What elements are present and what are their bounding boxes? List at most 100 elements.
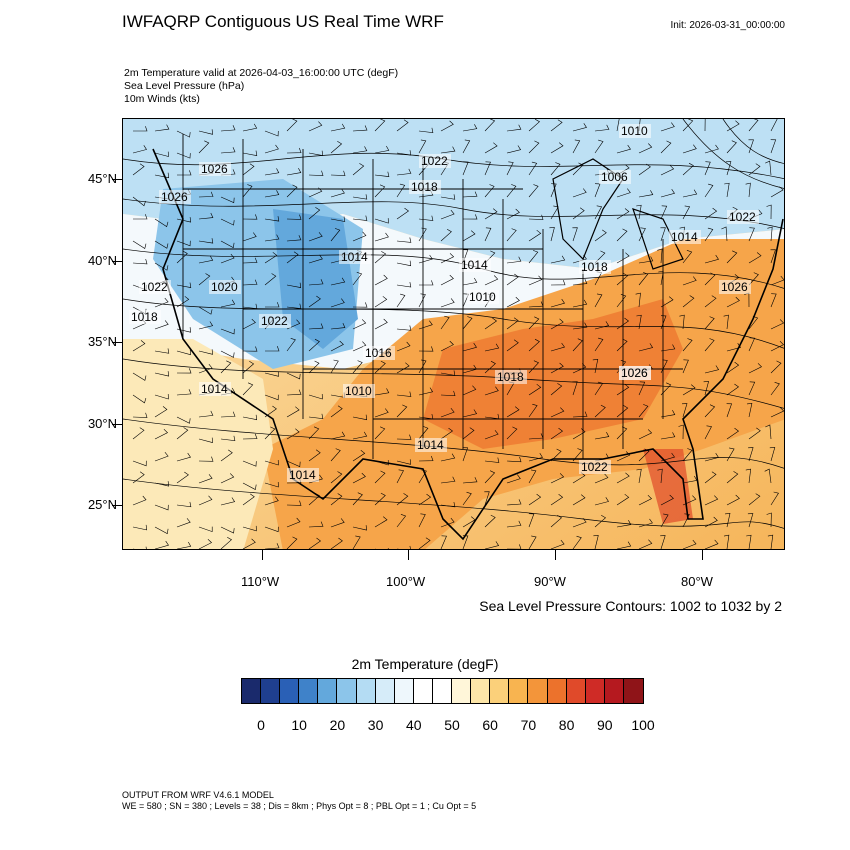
- wind-barb: [176, 240, 191, 247]
- wind-barb: [484, 119, 496, 132]
- wind-barb: [440, 535, 447, 549]
- pressure-label-bg: [619, 366, 651, 380]
- wind-barb: [550, 255, 566, 264]
- wind-barb: [242, 318, 256, 330]
- wind-barb: [770, 139, 777, 154]
- wind-barb: [594, 205, 603, 220]
- wind-barb: [132, 394, 147, 404]
- wind-barb: [396, 514, 407, 528]
- wind-barb: [198, 255, 214, 264]
- colorbar-swatch: [471, 679, 491, 703]
- pressure-label: 1022: [729, 210, 756, 224]
- wind-barb: [745, 468, 752, 484]
- wind-barb: [724, 182, 730, 198]
- pressure-label-bg: [669, 230, 701, 244]
- wind-barb: [748, 119, 759, 132]
- colorbar-label: 40: [406, 717, 422, 733]
- wind-barb: [660, 359, 668, 374]
- wind-barb: [528, 250, 539, 264]
- wind-barb: [286, 460, 301, 468]
- pressure-label: 1010: [345, 384, 372, 398]
- wind-barb: [660, 165, 675, 176]
- pressure-label-bg: [129, 310, 161, 324]
- wind-barb: [704, 453, 719, 462]
- wind-barb: [396, 493, 409, 506]
- wind-barb: [264, 481, 279, 488]
- wind-barb: [572, 428, 586, 440]
- pressure-label-bg: [259, 314, 291, 328]
- wind-barb: [198, 474, 213, 484]
- wind-barb: [396, 293, 406, 308]
- wind-barb: [330, 298, 345, 308]
- wind-barb: [682, 144, 697, 154]
- wind-barb: [264, 144, 279, 154]
- wind-barb: [198, 140, 210, 154]
- wind-barb: [198, 495, 213, 506]
- hot-region-southeast: [423, 299, 683, 449]
- wind-barb: [154, 481, 170, 487]
- wind-barb: [528, 338, 540, 352]
- wind-barb: [682, 384, 696, 396]
- wind-barb: [132, 214, 148, 220]
- wind-barb: [264, 130, 279, 137]
- wind-barb: [308, 170, 324, 176]
- wind-barb: [330, 518, 345, 528]
- wind-barb: [374, 218, 389, 224]
- wind-barb: [528, 403, 538, 418]
- wind-barb: [746, 402, 753, 418]
- wind-barb: [638, 143, 653, 154]
- wind-barb: [308, 426, 320, 440]
- wind-barb: [682, 119, 694, 132]
- wind-barb: [286, 517, 301, 528]
- wind-barb: [550, 362, 564, 374]
- wind-barb: [374, 119, 386, 132]
- field-line-pressure: Sea Level Pressure (hPa): [124, 80, 245, 92]
- colorbar-label: 100: [631, 717, 655, 733]
- wind-barb: [264, 302, 280, 308]
- wind-barb: [704, 207, 718, 220]
- colorbar-swatch: [566, 679, 586, 703]
- wind-barb: [374, 360, 386, 374]
- wind-barb: [616, 493, 630, 506]
- pressure-label: 1014: [671, 230, 698, 244]
- wind-barb: [572, 207, 585, 220]
- pressure-label-bg: [199, 162, 231, 176]
- wind-barb: [462, 161, 469, 176]
- pressure-label: 1014: [417, 438, 444, 452]
- pale-region-west: [123, 339, 273, 549]
- wind-barb: [308, 338, 320, 352]
- pressure-label-bg: [579, 460, 611, 474]
- wind-barb: [506, 184, 517, 198]
- wind-barb: [748, 252, 762, 264]
- wind-barb: [154, 504, 169, 511]
- wind-barb: [748, 363, 763, 374]
- wind-barb: [220, 360, 232, 374]
- wind-barb: [594, 293, 603, 308]
- wind-barb: [220, 147, 236, 154]
- wind-barb: [154, 348, 170, 354]
- wind-barb: [176, 327, 191, 333]
- pressure-label-group: 1010 1022 1026 1006 1026 1018 1022 1014 1014 1014…: [129, 124, 759, 482]
- wind-barb: [242, 414, 258, 421]
- wind-barb: [704, 365, 720, 374]
- lat-tick: [112, 424, 122, 425]
- wind-barb: [616, 252, 630, 264]
- wind-barb: [308, 232, 323, 242]
- wind-barb: [660, 410, 676, 418]
- wind-barb: [506, 273, 519, 286]
- wind-barb: [132, 460, 147, 467]
- wind-barb: [506, 499, 522, 506]
- wind-barb: [616, 208, 630, 220]
- wind-barb: [594, 515, 607, 528]
- wind-barb: [726, 403, 733, 418]
- colorbar-swatch: [356, 679, 376, 703]
- wind-barb: [506, 256, 522, 264]
- pressure-label-bg: [459, 258, 491, 272]
- wind-barb: [396, 391, 412, 397]
- wind-barb: [132, 495, 147, 506]
- wind-barb: [594, 321, 610, 330]
- wind-barb: [264, 394, 279, 401]
- wind-barb: [154, 406, 168, 418]
- wind-barb: [770, 360, 782, 374]
- wind-barb: [660, 494, 674, 506]
